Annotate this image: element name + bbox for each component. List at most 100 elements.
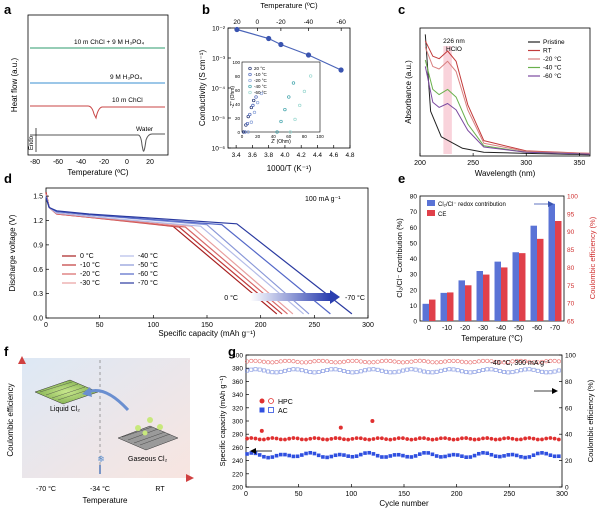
hpc-ce-point	[497, 360, 502, 365]
xlabel-a: Temperature (ºC)	[67, 168, 128, 177]
ac-ce-point	[304, 369, 308, 374]
hpc-capacity-point	[358, 436, 363, 441]
ac-capacity-point	[245, 452, 249, 456]
ac-capacity-point	[316, 453, 321, 458]
ac-ce-point	[392, 370, 397, 375]
inset-yticks-b: 100 80 60 40 20 0	[232, 60, 240, 135]
hpc-capacity-point	[430, 437, 435, 442]
ac-capacity-point	[346, 454, 350, 458]
inset-point	[243, 130, 247, 134]
hpc-capacity-point	[257, 437, 262, 442]
curve-a-chcl	[30, 105, 165, 120]
ac-ce-point	[460, 369, 464, 374]
ac-capacity-point	[485, 451, 490, 456]
legend-label-hpc: HPC	[278, 399, 293, 406]
ac-ce-point	[417, 368, 422, 373]
ac-capacity-point	[506, 453, 511, 457]
ac-ce-point	[384, 369, 388, 374]
hpc-ce-point	[426, 359, 431, 364]
ytick-left-e: 50	[410, 240, 418, 247]
ac-ce-point	[468, 370, 473, 375]
xtick-b: 3.8	[264, 152, 273, 159]
xlabel-e: Temperature (°C)	[461, 334, 523, 343]
right-axis-arrowhead-g	[552, 388, 558, 394]
hpc-ce-point	[506, 359, 511, 364]
hpc-capacity-point	[329, 436, 334, 441]
inset-legend-marker	[248, 72, 252, 77]
inset-xtick-b: 60	[286, 134, 292, 139]
ac-capacity-point	[257, 453, 262, 457]
schematic-background-f	[22, 358, 190, 478]
hpc-ce-point	[535, 360, 540, 365]
xtick-a: -40	[76, 159, 86, 166]
ac-ce-point	[320, 369, 325, 373]
xticks-g: 0 50 100 150 200 250 300	[244, 484, 568, 498]
xtick-d: 250	[308, 322, 320, 329]
ac-ce-point	[245, 368, 249, 373]
hpc-capacity-point	[460, 436, 464, 441]
ac-ce-point	[527, 367, 532, 372]
ac-capacity-point	[413, 454, 418, 458]
legend-label-c: RT	[543, 48, 552, 55]
conductivity-point	[266, 35, 272, 42]
hpc-ce-point	[329, 359, 334, 364]
conductivity-point	[338, 67, 344, 73]
hpc-capacity-outlier	[259, 428, 264, 433]
ac-ce-point	[379, 368, 384, 373]
xticks-d: 0 50 100 150 200 250 300	[44, 315, 374, 329]
ytick-b: 10⁻²	[212, 26, 226, 33]
ac-ce-point	[451, 367, 456, 372]
ac-ce-point	[329, 367, 334, 372]
hpc-capacity-point	[379, 436, 384, 441]
bar-redox-contribution	[530, 225, 537, 321]
ac-ce-point	[540, 369, 544, 374]
ac-capacity-point	[548, 453, 553, 457]
curve-label-a-1: 10 m ChCl + 9 M H₃PO₄	[74, 39, 144, 46]
ac-ce-point	[489, 367, 494, 372]
ac-capacity-point	[342, 453, 346, 457]
hpc-ce-point	[472, 360, 477, 365]
ytick-right-e: 100	[567, 194, 578, 201]
hpc-capacity-point	[426, 437, 431, 441]
xlabel-b: 1000/T (K⁻¹)	[267, 164, 312, 173]
ac-capacity-point	[300, 453, 304, 457]
inset-point	[288, 130, 293, 134]
inset-xtick-b: 20	[255, 134, 261, 139]
hpc-capacity-point	[409, 437, 414, 442]
xtick-a: -80	[30, 159, 40, 166]
bar-redox-contribution	[512, 252, 519, 321]
bar-coulombic-efficiency	[429, 299, 436, 321]
ac-ce-point	[510, 370, 515, 375]
hpc-capacity-point	[510, 436, 515, 441]
legend-label-d: -60 °C	[138, 270, 158, 278]
ac-ce-point	[333, 367, 338, 372]
inset-point	[246, 130, 250, 134]
hpc-capacity-point	[249, 436, 254, 440]
ac-capacity-point	[422, 451, 426, 455]
xticks-b: 3.4 3.6 3.8 4.0 4.2 4.4 4.6 4.8	[232, 145, 355, 159]
ytick-left-e: 10	[410, 303, 418, 310]
gradient-arrow-d	[250, 293, 330, 301]
xtick-b: 4.6	[329, 152, 338, 159]
xtick-b: 4.0	[280, 152, 289, 159]
xtick-b: 4.2	[297, 152, 306, 159]
ac-capacity-point	[283, 452, 287, 457]
hpc-ce-point	[480, 358, 485, 363]
ytick-left-e: 70	[410, 209, 418, 216]
plot-frame-c	[419, 27, 591, 157]
ytick-right-e: 80	[567, 265, 575, 272]
ac-capacity-point	[460, 454, 464, 459]
ac-ce-point	[535, 368, 540, 373]
hpc-capacity-point	[544, 436, 549, 441]
ytick-left-g: 220	[232, 471, 243, 478]
ac-capacity-point	[502, 454, 506, 458]
ac-ce-point	[514, 369, 519, 374]
hpc-ce-point	[552, 358, 557, 363]
panel-b: b Temperature (ºC) 20 0 -20 -40 -60 10⁻² 10⁻³…	[198, 1, 355, 173]
ytick-left-g: 360	[232, 379, 243, 386]
inset-point	[293, 117, 297, 122]
hpc-capacity-point	[422, 436, 426, 441]
panel-letter-a: a	[4, 2, 12, 17]
cl2-molecule-icon	[135, 425, 141, 431]
hpc-ce-point	[287, 358, 292, 363]
